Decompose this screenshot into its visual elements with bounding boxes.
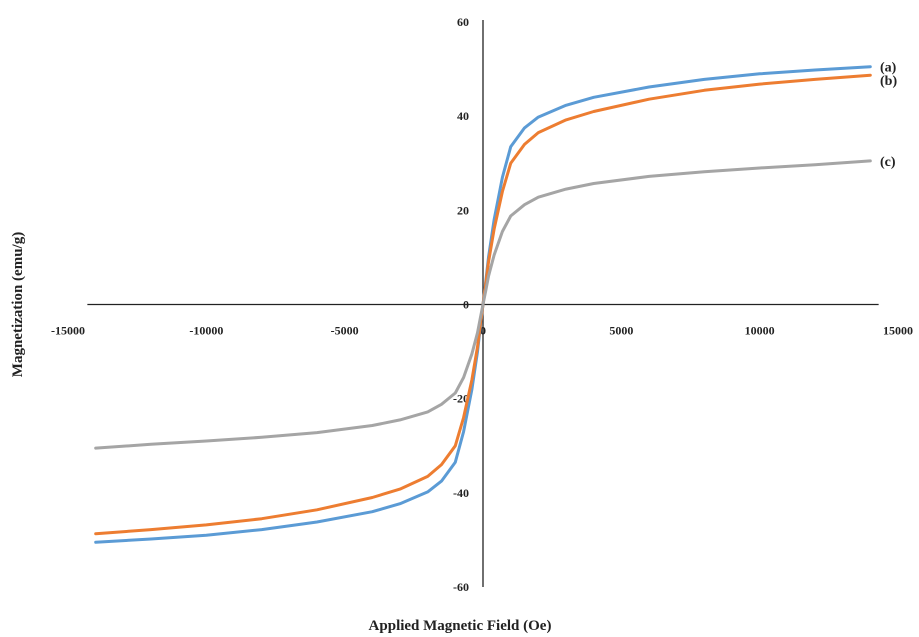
x-axis-title: Applied Magnetic Field (Oe) [369, 618, 552, 634]
y-tick-labels: 60 40 20 0 -20 -40 -60 [453, 15, 469, 594]
x-tick-label: 0 [480, 324, 486, 338]
x-tick-label: -15000 [51, 324, 85, 338]
x-tick-labels: -15000 -10000 -5000 0 5000 10000 15000 [51, 324, 913, 338]
series-lines [94, 65, 872, 544]
y-tick-label: 40 [457, 109, 469, 123]
x-tick-label: -10000 [189, 324, 223, 338]
series-labels: (a)(b) (c) [880, 61, 897, 170]
series-line-c [94, 159, 872, 450]
y-tick-label: -60 [453, 580, 469, 594]
series-label-c: (c) [880, 155, 896, 170]
series-label-b: (b) [880, 74, 897, 89]
x-tick-label: 10000 [745, 324, 775, 338]
x-tick-label: 15000 [883, 324, 913, 338]
y-tick-label: -40 [453, 486, 469, 500]
y-tick-label: 0 [463, 298, 469, 312]
y-tick-label: 20 [457, 203, 469, 217]
series-label-a: (a) [880, 61, 897, 76]
y-tick-label: 60 [457, 15, 469, 29]
x-tick-label: -5000 [331, 324, 359, 338]
y-axis-title: Magnetization (emu/g) [10, 232, 26, 377]
y-tick-label: -20 [453, 392, 469, 406]
x-tick-label: 5000 [609, 324, 633, 338]
